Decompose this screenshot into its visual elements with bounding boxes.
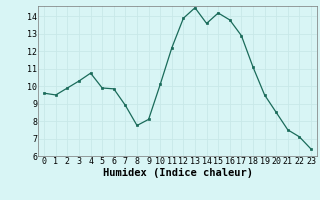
X-axis label: Humidex (Indice chaleur): Humidex (Indice chaleur) bbox=[103, 168, 252, 178]
